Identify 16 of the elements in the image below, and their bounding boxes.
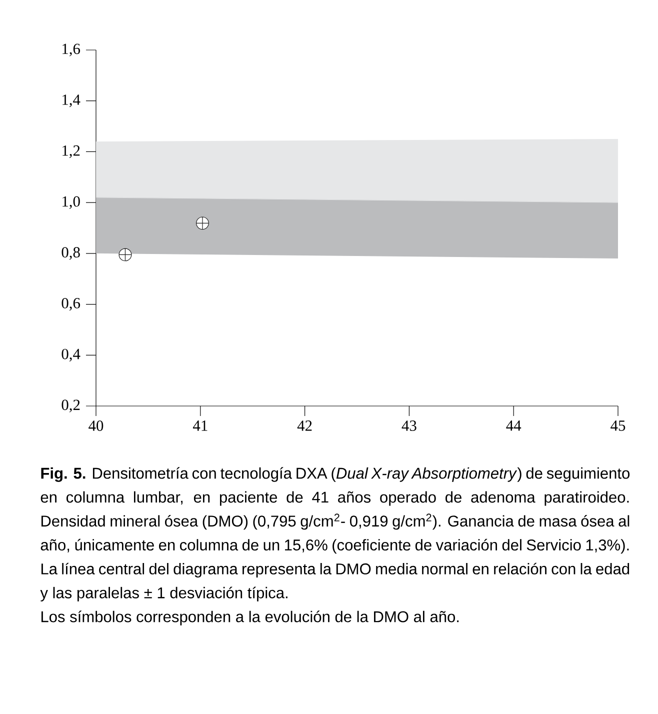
- y-tick-label: 1,4: [62, 94, 80, 108]
- text: Fig. 5. Densitometría con tecnología DXA (Dual X-ray Absorptiometry) de seguimiento en columna lumbar, en paciente de 41 años operado de adenoma paratiroideo. Densidad mineral ósea (DMO) (0,795 g/cm$^{2}$- 0,919 g/cm$^{2}$). Ganancia de masa ósea al año, únicamente en columna de un 15,6% (coeficiente de variación del Servicio 1,3%). La línea central del diagrama representa la DMO media normal en relación con la edad y las paralelas ± 1 desviación típica.: [40, 467, 630, 602]
- x-tick-label: 44: [506, 420, 522, 431]
- y-tick-label: 0,6: [62, 298, 80, 311]
- x-tick-label: 41: [192, 420, 208, 431]
- y-tick-label: 1,6: [62, 44, 80, 56]
- y-tick-label: 0,2: [62, 400, 80, 412]
- y-tick-label: 1,2: [62, 145, 80, 158]
- y-tick-label: 0,4: [62, 348, 80, 362]
- y-tick-label: 0,8: [62, 247, 80, 260]
- x-tick-label: 45: [610, 420, 626, 431]
- x-tick-label: 42: [297, 420, 312, 431]
- text: Los símbolos corresponden a la evolución de la DMO al año.: [41, 610, 459, 626]
- y-tick-label: 1,0: [62, 196, 80, 209]
- x-tick-label: 40: [88, 420, 104, 431]
- x-tick-label: 43: [402, 420, 416, 431]
